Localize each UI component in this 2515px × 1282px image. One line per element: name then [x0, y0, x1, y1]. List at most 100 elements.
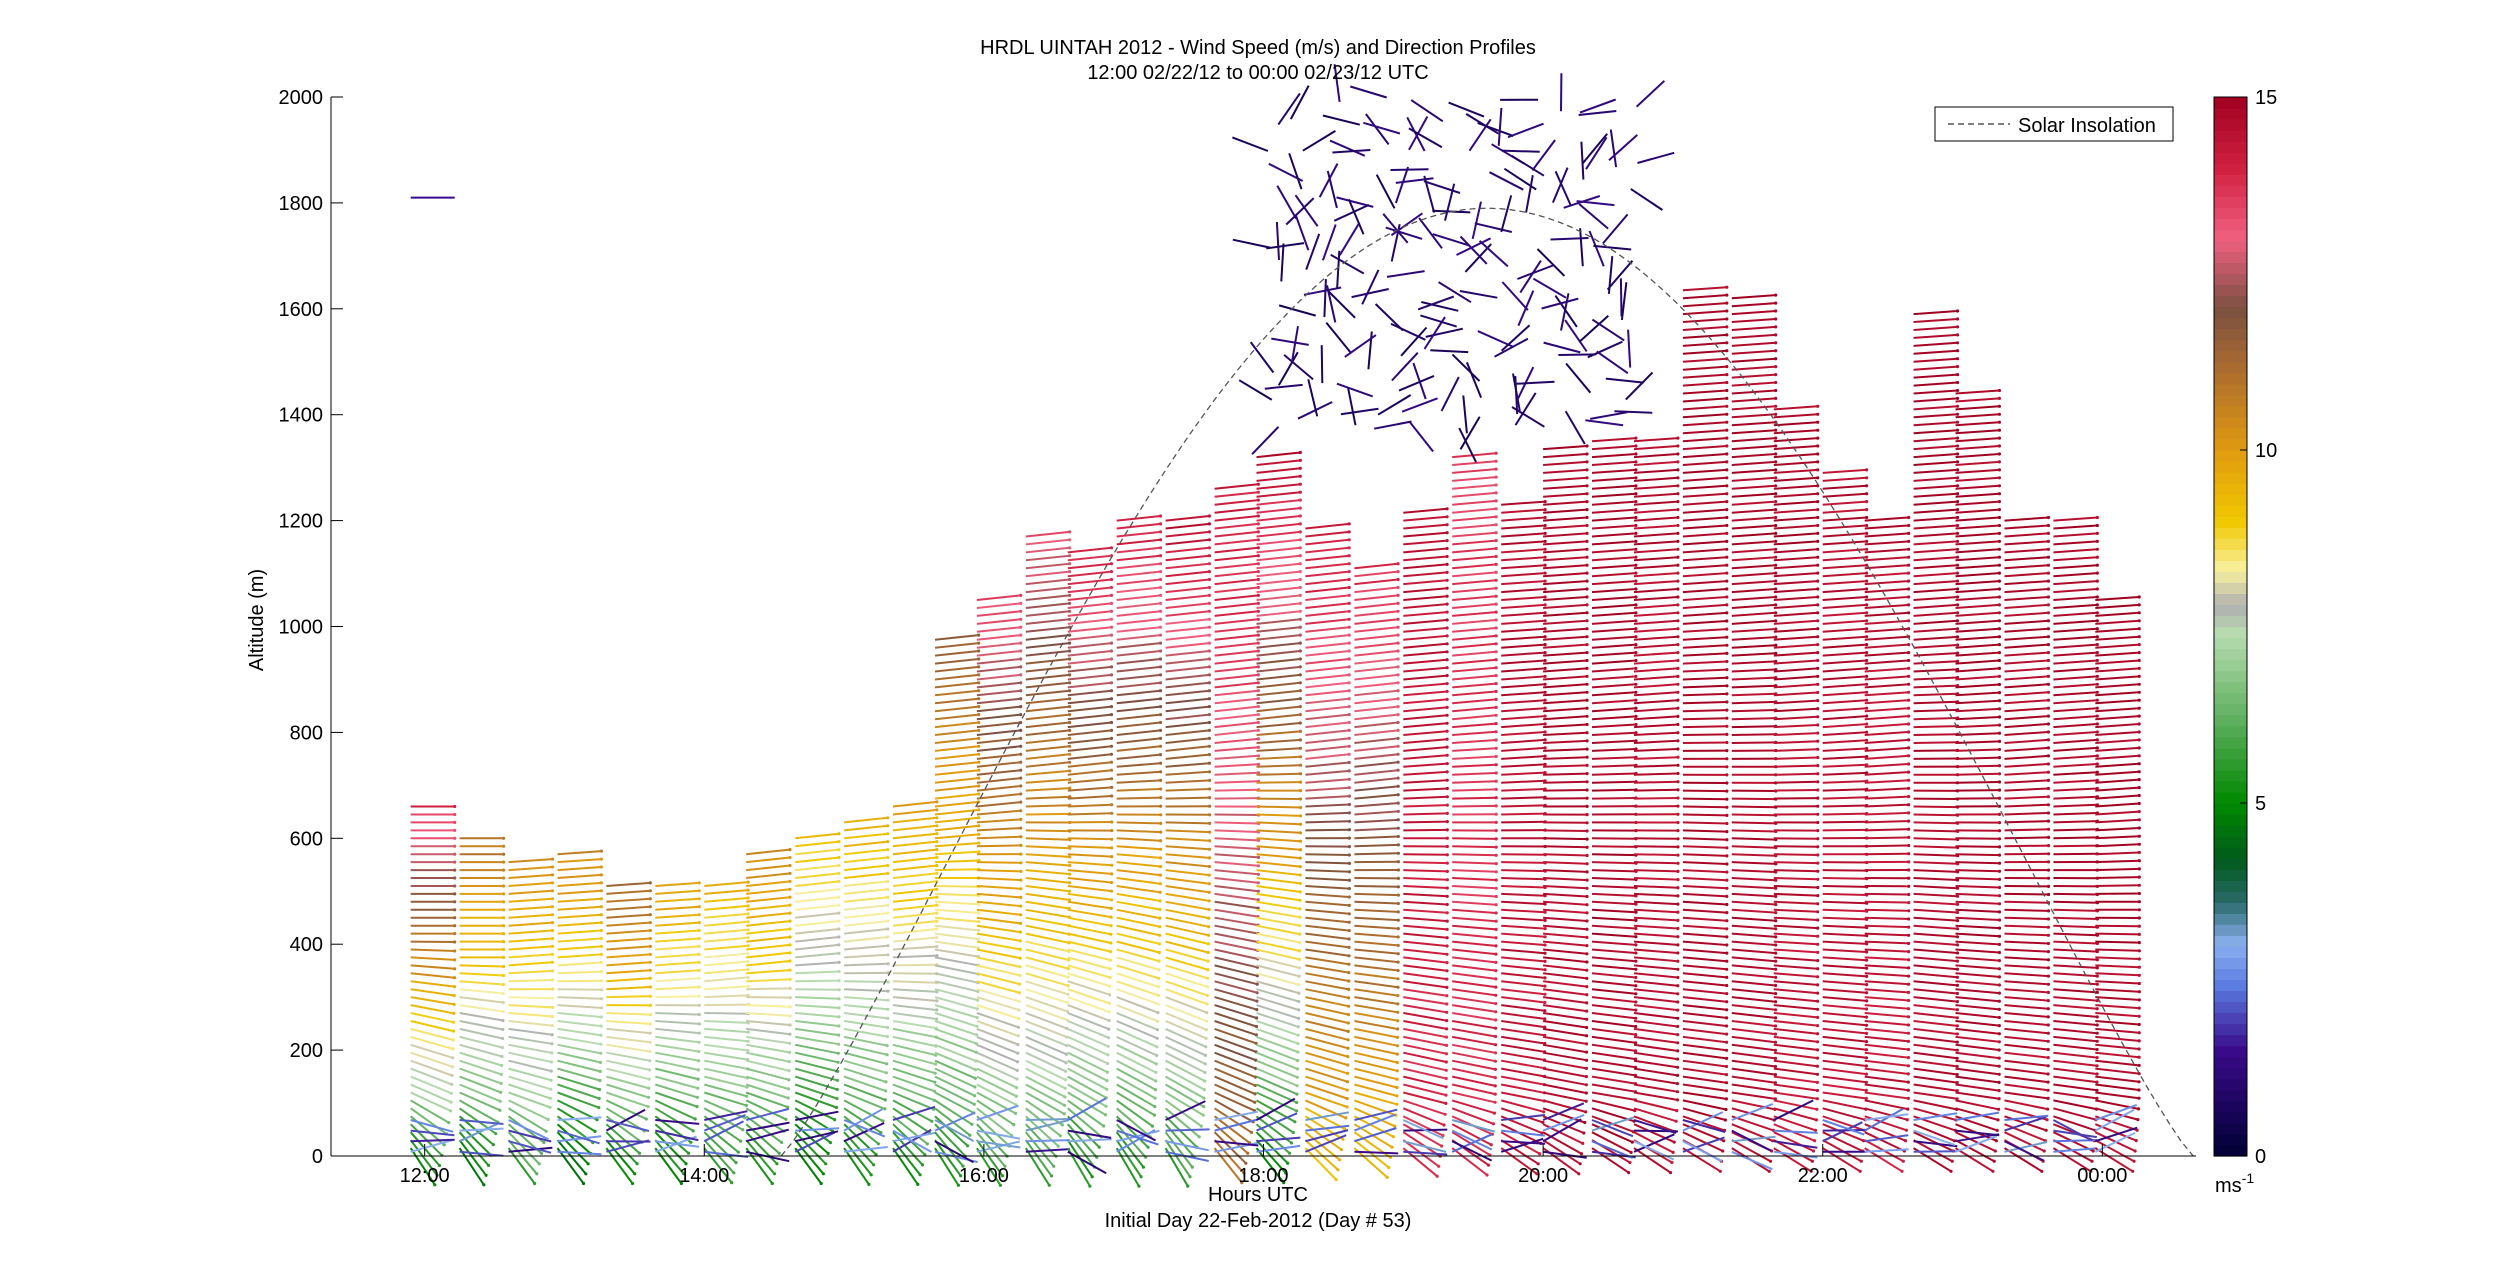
wind-barb-tip: [1634, 1033, 1638, 1037]
wind-barb-tip: [1298, 617, 1302, 621]
wind-barb-tip: [1437, 1164, 1441, 1168]
wind-barb-tip: [1494, 977, 1498, 981]
wind-barb: [1451, 1083, 1496, 1096]
wind-barb: [1452, 804, 1497, 808]
wind-barb-tip: [1019, 792, 1023, 796]
wind-barb-tip: [1298, 831, 1302, 835]
wind-barb: [1214, 869, 1259, 876]
wind-barb: [655, 921, 700, 927]
wind-barb-tip: [885, 1062, 889, 1066]
wind-barb-tip: [1445, 650, 1449, 654]
wind-barb: [508, 881, 553, 887]
wind-barb-tip: [1906, 990, 1911, 995]
wind-barb-tip: [935, 816, 939, 820]
wind-barb-tip: [1955, 1032, 1959, 1036]
wind-barb-tip: [682, 1172, 686, 1176]
wind-barb: [844, 1004, 888, 1011]
wind-barb: [1452, 972, 1497, 980]
wind-barb: [1955, 1131, 1996, 1152]
wind-barb-tip: [1997, 1032, 2001, 1036]
wind-barb-tip: [648, 928, 652, 933]
wind-barb: [1773, 845, 1818, 848]
wind-barb-tip: [1676, 902, 1680, 906]
wind-barb-tip: [1816, 547, 1820, 551]
wind-barb: [1116, 1107, 1151, 1138]
wind-barb-tip: [2046, 1096, 2050, 1100]
wind-barb-tip: [1295, 1084, 1299, 1088]
wind-barb-tip: [1109, 577, 1114, 582]
wind-barb: [1731, 564, 1776, 570]
wind-barb: [1633, 940, 1678, 946]
wind-barb-tip: [1725, 757, 1729, 761]
wind-barb: [934, 824, 979, 832]
wind-barb-tip: [1816, 523, 1820, 528]
wind-barb: [1501, 1012, 1545, 1020]
wind-barb-tip: [1676, 539, 1680, 544]
wind-barb-tip: [1585, 587, 1589, 591]
wind-barb: [976, 932, 1021, 942]
wind-barb-tip: [1955, 436, 1960, 440]
wind-barb-tip: [884, 1071, 889, 1075]
wind-barb: [1354, 777, 1399, 784]
wind-barb: [1067, 562, 1112, 570]
wind-barb-tip: [1906, 1039, 1910, 1043]
wind-barb-tip: [1676, 436, 1680, 440]
wind-barb: [655, 937, 700, 943]
wind-barb-tip: [1396, 876, 1400, 881]
wind-barb: [557, 921, 602, 927]
wind-barb-tip: [1494, 944, 1498, 948]
wind-barb: [1864, 1004, 1909, 1010]
wind-barb: [976, 1147, 1002, 1186]
wind-barb-tip: [1585, 635, 1589, 639]
wind-barb: [557, 1091, 600, 1109]
wind-barb-tip: [1997, 926, 2002, 930]
wind-barb-tip: [544, 1129, 548, 1133]
wind-barb-tip: [648, 1031, 652, 1035]
wind-barb: [1214, 586, 1259, 594]
wind-barb-tip: [502, 964, 506, 969]
wind-barb-tip: [1109, 562, 1114, 566]
wind-barb-tip: [935, 895, 939, 899]
wind-barb: [1403, 1051, 1447, 1063]
wind-barb-tip: [788, 1023, 792, 1027]
wind-barb: [1067, 753, 1112, 760]
wind-barb: [1543, 699, 1588, 705]
wind-barb: [1591, 659, 1636, 665]
wind-barb: [1025, 697, 1070, 705]
wind-barb-tip: [1110, 811, 1114, 815]
wind-barb: [1067, 892, 1112, 901]
wind-barb: [1542, 996, 1587, 1004]
wind-barb-tip: [586, 1162, 590, 1166]
wind-barb: [507, 1139, 538, 1175]
wind-barb: [1165, 972, 1208, 988]
wind-barb: [1403, 746, 1448, 752]
wind-barb: [1913, 588, 1958, 594]
wind-barb: [1256, 900, 1301, 910]
wind-barb-tip: [1158, 713, 1163, 717]
wind-barb-tip: [1634, 444, 1638, 448]
wind-barb: [1864, 1099, 1908, 1111]
wind-barb: [1913, 845, 1958, 849]
wind-barb-tip: [837, 879, 841, 884]
wind-barb: [1864, 852, 1909, 856]
wind-barb-surface: [1633, 1119, 1677, 1135]
wind-barb-tip: [1634, 508, 1638, 512]
wind-barb: [1116, 924, 1160, 937]
wind-barb: [1773, 1067, 1818, 1076]
wind-barb-tip: [826, 1151, 830, 1155]
wind-barb-tip: [1396, 851, 1400, 855]
wind-barb: [1633, 772, 1679, 776]
wind-barb-tip: [1955, 595, 1960, 599]
wind-barb: [934, 1027, 977, 1045]
wind-barb-tip: [1207, 890, 1211, 894]
wind-barb-tip: [1955, 444, 1960, 448]
wind-barb-tip: [1256, 641, 1260, 645]
wind-barb: [557, 1012, 602, 1018]
wind-barb: [746, 904, 791, 911]
wind-barb: [704, 936, 749, 943]
wind-barb: [1591, 603, 1636, 609]
wind-barb: [1682, 877, 1727, 882]
wind-barb: [1822, 508, 1867, 514]
wind-barb: [1955, 892, 2000, 897]
wind-barb: [1214, 964, 1258, 977]
